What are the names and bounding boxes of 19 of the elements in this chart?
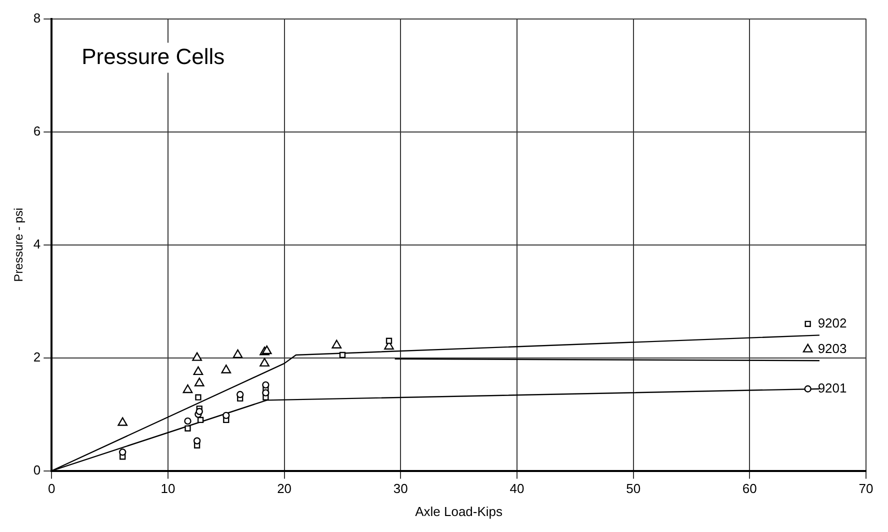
x-tick-label: 40 (510, 481, 524, 496)
x-tick-label: 70 (858, 481, 874, 496)
y-axis-title: Pressure - psi (12, 208, 26, 282)
y-tick-label: 0 (33, 462, 41, 478)
x-tick-label: 60 (742, 481, 757, 496)
x-tick-label: 0 (48, 481, 56, 496)
y-tick-label: 6 (33, 123, 41, 138)
y-tick-label: 2 (33, 349, 41, 364)
x-tick-label: 50 (626, 481, 641, 496)
y-tick-label: 8 (33, 10, 41, 26)
series-label: 9202 (818, 315, 847, 330)
x-axis-title: Axle Load-Kips (415, 504, 504, 519)
x-tick-label: 30 (393, 481, 408, 496)
text: Pressure Cells (82, 44, 225, 69)
x-tick-label: 10 (160, 481, 176, 496)
series-label: 9201 (818, 380, 847, 396)
x-tick-label: 20 (277, 481, 292, 496)
y-tick-label: 4 (33, 236, 41, 252)
series-label: 9203 (818, 340, 847, 356)
